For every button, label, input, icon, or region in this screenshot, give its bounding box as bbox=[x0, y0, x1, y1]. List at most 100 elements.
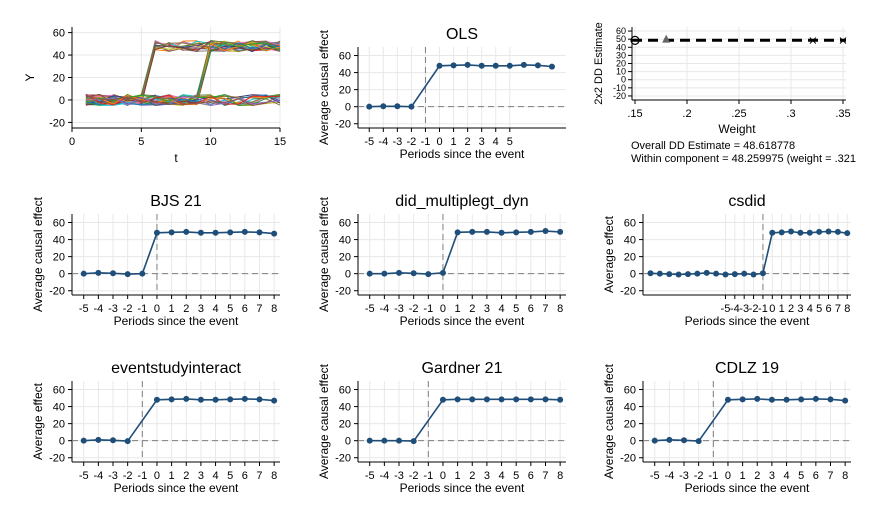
data-point bbox=[110, 270, 117, 277]
data-point bbox=[396, 437, 403, 444]
y-tick-label: 60 bbox=[339, 218, 351, 230]
data-point bbox=[439, 396, 446, 403]
data-point bbox=[825, 228, 832, 235]
x-tick-label: 0 bbox=[769, 303, 775, 315]
y-tick-label: 20 bbox=[339, 419, 351, 431]
x-tick-label: 8 bbox=[557, 470, 563, 482]
data-point bbox=[454, 229, 461, 236]
data-point bbox=[506, 62, 513, 69]
x-tick-label: -4 bbox=[664, 470, 674, 482]
x-tick-label: -1 bbox=[137, 303, 147, 315]
x-tick-label: 5 bbox=[227, 303, 233, 315]
data-point bbox=[812, 395, 819, 402]
x-tick-label: 0 bbox=[154, 470, 160, 482]
data-point bbox=[513, 396, 520, 403]
data-point bbox=[666, 271, 673, 278]
x-tick-label: -4 bbox=[379, 470, 389, 482]
data-point bbox=[366, 270, 373, 277]
y-tick-label: 0 bbox=[621, 75, 626, 85]
x-tick-label: 7 bbox=[256, 303, 262, 315]
series-line bbox=[654, 398, 846, 442]
x-tick-label: -2 bbox=[749, 303, 759, 315]
data-point bbox=[464, 61, 471, 68]
x-tick-label: -1 bbox=[423, 303, 433, 315]
y-tick-label: 40 bbox=[339, 235, 351, 247]
x-tick-label: 0 bbox=[69, 136, 75, 148]
y-axis-label: Average causal effect bbox=[317, 363, 331, 479]
x-tick-label: 3 bbox=[484, 470, 490, 482]
data-point bbox=[827, 396, 834, 403]
y-axis-label: Average causal effect bbox=[317, 196, 331, 312]
y-tick-label: 40 bbox=[616, 42, 626, 52]
data-point bbox=[681, 437, 688, 444]
data-point bbox=[469, 228, 476, 235]
x-tick-label: -5 bbox=[79, 303, 89, 315]
y-axis-label: Average effect bbox=[602, 215, 616, 293]
data-point bbox=[713, 270, 720, 277]
panel-0: -20 0 20 40 60 0 5 10 15 t Y bbox=[23, 27, 286, 165]
y-tick-label: 60 bbox=[624, 218, 636, 230]
x-tick-label: -5 bbox=[650, 470, 660, 482]
y-tick-label: 20 bbox=[624, 252, 636, 264]
data-point bbox=[124, 271, 131, 278]
data-point bbox=[703, 269, 710, 276]
data-point bbox=[666, 436, 673, 443]
data-point bbox=[798, 396, 805, 403]
data-point bbox=[513, 229, 520, 236]
y-tick-label: 20 bbox=[339, 85, 351, 97]
x-tick-label: 6 bbox=[813, 470, 819, 482]
panel-title: eventstudyinteract bbox=[111, 360, 241, 377]
x-tick-label: 1 bbox=[169, 470, 175, 482]
panel-title: BJS 21 bbox=[150, 193, 202, 210]
data-point bbox=[834, 228, 841, 235]
data-point bbox=[520, 61, 527, 68]
y-tick-label: -20 bbox=[335, 453, 351, 465]
data-point bbox=[478, 62, 485, 69]
series-line bbox=[369, 230, 561, 275]
data-point bbox=[675, 271, 682, 278]
x-tick-label: 1 bbox=[169, 303, 175, 315]
data-point bbox=[778, 229, 785, 236]
x-tick-label: 2 bbox=[754, 470, 760, 482]
data-point bbox=[408, 103, 415, 110]
dd-point-x bbox=[809, 37, 817, 44]
data-point bbox=[95, 436, 102, 443]
y-tick-label: 40 bbox=[339, 402, 351, 414]
data-point bbox=[806, 229, 813, 236]
data-point bbox=[410, 270, 417, 277]
data-point bbox=[168, 229, 175, 236]
y-tick-label: 20 bbox=[53, 419, 65, 431]
x-tick-label: .35 bbox=[835, 108, 850, 120]
y-tick-label: -20 bbox=[49, 117, 65, 129]
x-tick-label: 6 bbox=[242, 303, 248, 315]
data-point bbox=[557, 228, 564, 235]
y-tick-label: -20 bbox=[49, 286, 65, 298]
x-axis-label: t bbox=[174, 151, 178, 165]
data-point bbox=[759, 270, 766, 277]
x-tick-label: 2 bbox=[469, 303, 475, 315]
x-tick-label: -1 bbox=[758, 303, 768, 315]
x-tick-label: 5 bbox=[227, 470, 233, 482]
y-tick-label: 40 bbox=[624, 235, 636, 247]
x-tick-label: 1 bbox=[451, 136, 457, 148]
series-line bbox=[650, 230, 848, 276]
y-tick-label: 0 bbox=[345, 102, 351, 114]
data-point bbox=[80, 270, 87, 277]
data-point bbox=[396, 269, 403, 276]
y-tick-label: 50 bbox=[616, 34, 626, 44]
x-tick-label: -1 bbox=[708, 470, 718, 482]
x-tick-label: 2 bbox=[465, 136, 471, 148]
x-tick-label: 3 bbox=[484, 303, 490, 315]
data-point bbox=[842, 397, 849, 404]
y-tick-label: 60 bbox=[53, 28, 65, 40]
y-axis-label: Average effect bbox=[31, 382, 45, 460]
data-point bbox=[498, 229, 505, 236]
y-axis-label: Average causal effect bbox=[31, 196, 45, 312]
y-tick-label: -10 bbox=[613, 83, 626, 93]
data-point bbox=[381, 270, 388, 277]
data-point bbox=[492, 62, 499, 69]
x-tick-label: 2 bbox=[183, 303, 189, 315]
data-point bbox=[498, 396, 505, 403]
